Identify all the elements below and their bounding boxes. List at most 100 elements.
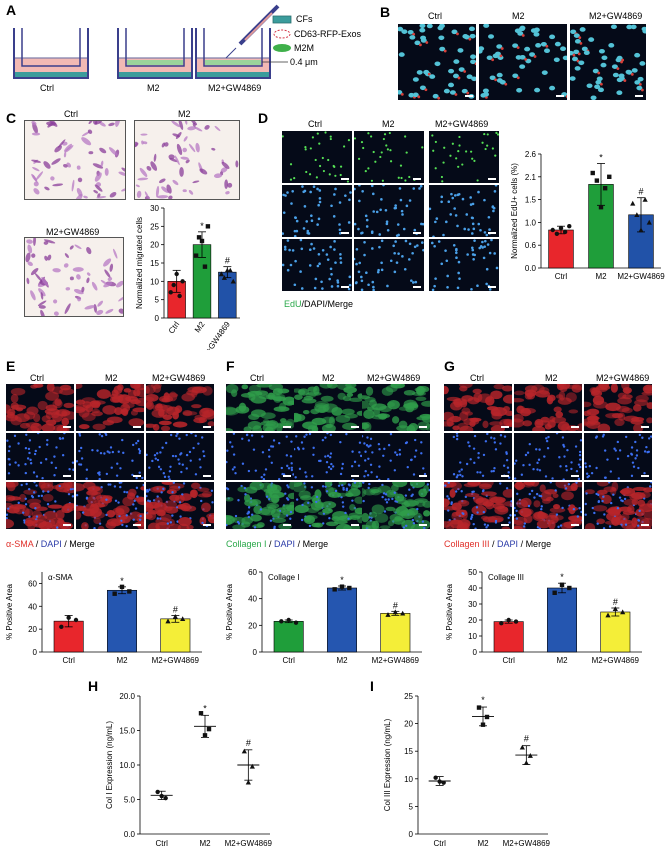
x-tick-label: M2 — [199, 839, 211, 848]
x-tick-label: M2+GW4869 — [592, 656, 640, 665]
data-point — [174, 271, 179, 277]
legend-cfs: CFs — [296, 14, 313, 24]
syringe-icon — [225, 4, 280, 59]
data-point — [196, 235, 202, 240]
micrograph-f-r0-c0 — [226, 384, 294, 431]
data-point — [119, 584, 125, 590]
significance-mark: # — [173, 604, 178, 614]
y-tick-label: 30 — [150, 204, 159, 213]
significance-mark: * — [120, 576, 124, 586]
b-label-ctrl: Ctrl — [428, 11, 442, 21]
diagram-label-ctrl: Ctrl — [40, 83, 54, 93]
chart-asma: 0 20 40 60 % Positive Area α-SMA Ctrl * M2 # M2+GW… — [5, 572, 202, 665]
x-tick-label: M2 — [556, 656, 568, 665]
panel-label-e: E — [6, 358, 16, 374]
micrograph-d-r2-c0 — [282, 239, 352, 291]
y-tick-label: 1.5 — [525, 196, 537, 205]
micrograph-e-r1-c2 — [146, 433, 214, 480]
data-point — [245, 779, 251, 785]
micrograph-f-r2-c2 — [362, 482, 430, 529]
x-tick-label: M2+GW4869 — [503, 839, 551, 848]
x-tick-label: Ctrl — [167, 320, 182, 336]
y-tick-label: 15 — [150, 259, 159, 268]
y-tick-label: 1.0 — [525, 218, 537, 227]
y-tick-label: 60 — [248, 568, 257, 577]
panel-label-b: B — [380, 4, 391, 20]
x-tick-label: M2+GW4869 — [372, 656, 420, 665]
micrograph-d-r0-c1 — [354, 131, 424, 183]
chart-title: Collage III — [488, 573, 524, 582]
micrograph-e-r0-c1 — [76, 384, 144, 431]
data-point — [168, 290, 173, 295]
e-caption: α-SMA / DAPI / Merge — [6, 539, 95, 549]
x-tick-label: Ctrl — [502, 656, 515, 665]
micrograph-g-r1-c1 — [514, 433, 582, 480]
y-tick-label: 5 — [155, 296, 160, 305]
y-tick-label: 10.0 — [119, 761, 135, 770]
significance-mark: # — [393, 600, 398, 610]
micrograph-e-r2-c2 — [146, 482, 214, 529]
bar-0 — [548, 229, 574, 269]
data-point — [400, 610, 406, 616]
x-tick-label: M2 — [595, 272, 607, 281]
bar-0 — [493, 621, 524, 653]
significance-mark: * — [560, 572, 564, 582]
data-point — [193, 253, 199, 258]
data-point — [506, 617, 511, 623]
panel-label-i: I — [370, 678, 374, 694]
significance-mark: * — [200, 221, 204, 231]
data-point — [206, 726, 212, 732]
bar-1 — [327, 587, 357, 653]
data-point — [205, 224, 211, 229]
panel-label-d: D — [258, 110, 269, 126]
data-point — [159, 793, 164, 799]
d-caption: EdU/DAPI/Merge — [284, 299, 354, 309]
micrograph-e-r1-c0 — [6, 433, 74, 480]
micrograph-d-r1-c1 — [354, 185, 424, 237]
data-point — [527, 753, 533, 758]
significance-mark: # — [225, 256, 230, 266]
y-axis-label: % Positive Area — [445, 583, 454, 640]
data-point — [620, 609, 626, 615]
data-point — [112, 591, 117, 596]
transwell-gw — [195, 28, 271, 79]
g-caption: Collagen III / DAPI / Merge — [444, 539, 552, 549]
bar-0 — [273, 621, 304, 653]
data-point — [172, 613, 178, 619]
e-label-gw: M2+GW4869 — [152, 373, 206, 383]
x-tick-label: M2 — [336, 656, 348, 665]
panel-label-g: G — [444, 358, 455, 374]
y-tick-label: 40 — [28, 602, 37, 611]
data-point — [480, 722, 486, 727]
data-point — [180, 616, 186, 622]
data-point — [612, 606, 618, 611]
x-tick-label: M2 — [477, 839, 489, 848]
micrograph-g-r1-c2 — [584, 433, 652, 480]
data-point — [638, 227, 644, 233]
y-tick-label: 20 — [468, 616, 477, 625]
micrograph-f-r2-c0 — [226, 482, 294, 529]
significance-mark: # — [613, 597, 618, 607]
bar-2 — [600, 611, 631, 653]
data-point — [347, 585, 352, 591]
y-tick-label: 15 — [404, 747, 413, 756]
y-tick-label: 0 — [253, 648, 258, 657]
chart-collagen-i: 0 20 40 60 % Positive Area Collage I Ctrl * M2 # M… — [225, 568, 422, 665]
data-point — [249, 763, 255, 769]
x-tick-label: Ctrl — [555, 272, 568, 281]
f-label-gw: M2+GW4869 — [367, 373, 421, 383]
data-point — [594, 178, 600, 183]
micrograph-f-r1-c0 — [226, 433, 294, 480]
data-point — [293, 620, 299, 625]
significance-mark: # — [246, 738, 251, 748]
data-point — [607, 174, 612, 179]
data-point — [155, 789, 160, 795]
y-tick-label: 40 — [248, 595, 257, 604]
y-tick-label: 15.0 — [119, 727, 135, 736]
micrograph-b-gw — [570, 24, 646, 100]
d-label-gw: M2+GW4869 — [435, 119, 489, 129]
x-tick-label: M2+GW4869 — [152, 656, 200, 665]
data-point — [559, 582, 565, 587]
panel-label-f: F — [226, 358, 235, 374]
data-point — [433, 775, 438, 780]
